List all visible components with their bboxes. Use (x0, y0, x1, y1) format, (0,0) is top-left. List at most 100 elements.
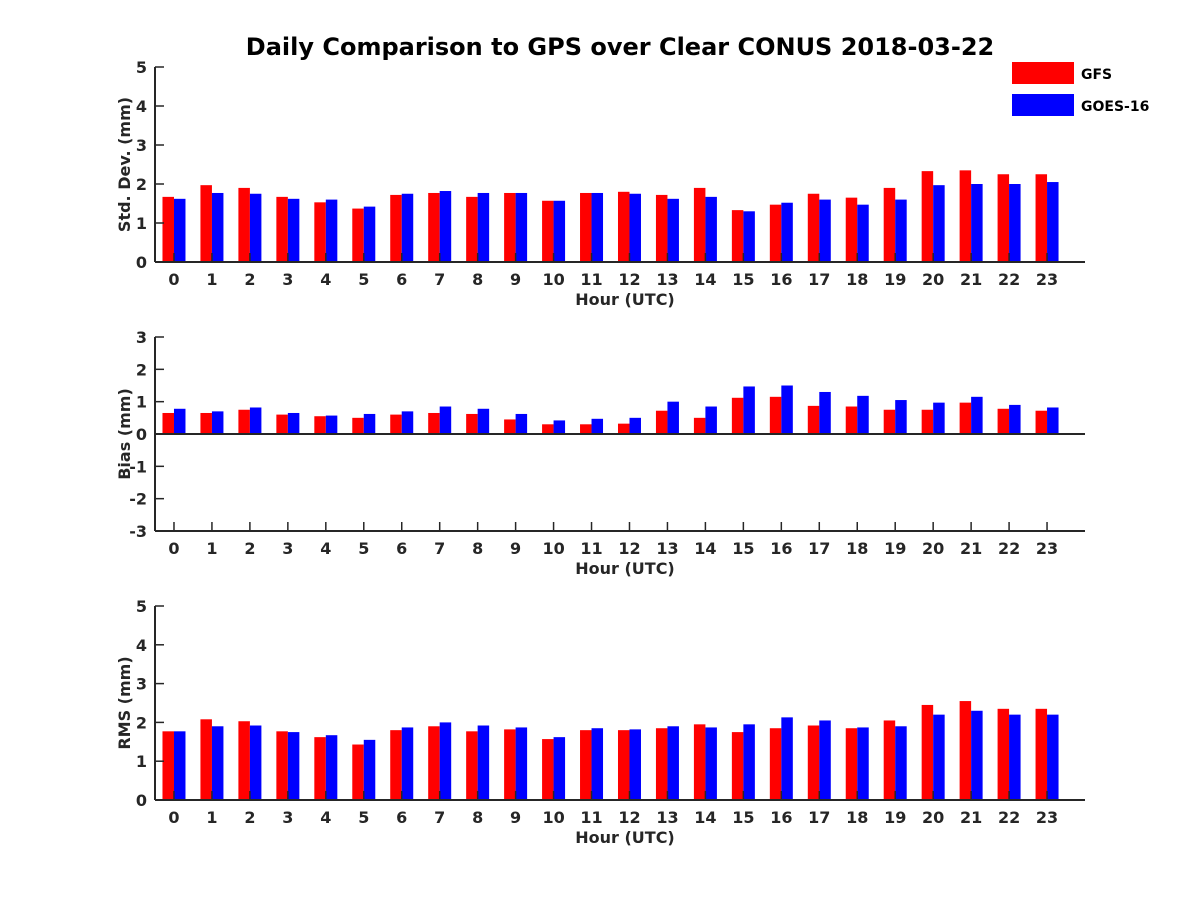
x-tick-label: 15 (732, 808, 754, 827)
bar-goes-16-hour-7 (439, 191, 452, 262)
x-tick-label: 16 (770, 539, 792, 558)
x-tick-label: 3 (282, 808, 293, 827)
bar-gfs-hour-22 (997, 174, 1010, 262)
x-tick-label: 4 (320, 808, 331, 827)
bar-goes-16-hour-9 (515, 413, 528, 434)
bar-goes-16-hour-2 (249, 725, 262, 800)
bar-goes-16-hour-3 (287, 412, 300, 434)
x-tick-label: 23 (1036, 808, 1058, 827)
bar-goes-16-hour-18 (857, 727, 869, 800)
chart-title: Daily Comparison to GPS over Clear CONUS… (246, 33, 994, 61)
bar-goes-16-hour-17 (819, 391, 831, 434)
bar-goes-16-hour-6 (401, 727, 414, 800)
bar-gfs-hour-4 (314, 416, 326, 434)
bar-gfs-hour-0 (162, 412, 174, 434)
y-tick-label: 1 (136, 393, 147, 412)
x-tick-label: 1 (206, 808, 217, 827)
x-tick-label: 23 (1036, 539, 1058, 558)
x-tick-label: 13 (656, 808, 678, 827)
y-tick-label: 3 (136, 328, 147, 347)
bar-goes-16-hour-1 (211, 726, 224, 800)
bar-gfs-hour-20 (921, 409, 934, 434)
x-tick-label: 2 (244, 270, 255, 289)
bar-goes-16-hour-16 (781, 202, 793, 262)
x-tick-label: 5 (358, 808, 369, 827)
bar-goes-16-hour-10 (553, 420, 566, 434)
bar-gfs-hour-14 (693, 417, 706, 434)
x-tick-label: 13 (656, 539, 678, 558)
y-tick-label: 1 (136, 214, 147, 233)
bar-goes-16-hour-14 (705, 196, 717, 262)
x-tick-label: 8 (472, 539, 483, 558)
x-tick-label: 11 (580, 270, 602, 289)
bar-goes-16-hour-21 (971, 396, 983, 434)
y-axis-label: Bias (mm) (115, 388, 134, 480)
y-tick-label: 2 (136, 175, 147, 194)
x-tick-label: 0 (168, 270, 179, 289)
x-tick-label: 4 (320, 270, 331, 289)
y-tick-label: 5 (136, 597, 147, 616)
bar-goes-16-hour-9 (515, 727, 528, 800)
bar-gfs-hour-0 (162, 731, 174, 800)
bar-goes-16-hour-23 (1047, 714, 1059, 800)
bar-goes-16-hour-21 (971, 184, 983, 262)
bar-goes-16-hour-0 (173, 198, 186, 262)
x-tick-label: 6 (396, 270, 407, 289)
bar-gfs-hour-19 (883, 409, 896, 434)
x-tick-label: 21 (960, 270, 982, 289)
bar-gfs-hour-21 (959, 402, 972, 434)
x-tick-label: 3 (282, 539, 293, 558)
x-tick-label: 10 (542, 539, 564, 558)
x-tick-label: 5 (358, 270, 369, 289)
bar-goes-16-hour-22 (1009, 184, 1021, 262)
x-tick-label: 21 (960, 539, 982, 558)
bar-goes-16-hour-8 (477, 725, 490, 800)
y-tick-label: 0 (136, 253, 147, 272)
bar-goes-16-hour-5 (363, 413, 376, 434)
bar-gfs-hour-9 (504, 419, 516, 434)
x-tick-label: 5 (358, 539, 369, 558)
x-tick-label: 11 (580, 539, 602, 558)
bar-gfs-hour-23 (1035, 174, 1048, 262)
bar-gfs-hour-21 (959, 701, 972, 800)
bar-gfs-hour-8 (466, 196, 478, 262)
legend-swatch-gfs (1012, 62, 1074, 84)
bar-gfs-hour-7 (428, 192, 440, 262)
bar-gfs-hour-5 (352, 744, 364, 800)
bar-gfs-hour-13 (655, 728, 668, 800)
bar-goes-16-hour-11 (591, 418, 604, 434)
bar-goes-16-hour-2 (249, 193, 262, 262)
bar-gfs-hour-15 (731, 732, 744, 800)
y-tick-label: 5 (136, 58, 147, 77)
x-tick-label: 1 (206, 270, 217, 289)
bar-goes-16-hour-5 (363, 206, 376, 262)
bar-gfs-hour-11 (580, 730, 592, 800)
x-tick-label: 16 (770, 808, 792, 827)
x-tick-label: 20 (922, 539, 944, 558)
x-tick-label: 14 (694, 270, 716, 289)
bar-goes-16-hour-4 (325, 199, 338, 262)
x-tick-label: 2 (244, 808, 255, 827)
bar-goes-16-hour-15 (743, 724, 755, 800)
bar-gfs-hour-19 (883, 720, 896, 800)
bar-goes-16-hour-10 (553, 737, 566, 800)
bar-gfs-hour-17 (807, 725, 820, 800)
bar-goes-16-hour-2 (249, 407, 262, 434)
bar-goes-16-hour-14 (705, 406, 717, 434)
x-tick-label: 16 (770, 270, 792, 289)
x-tick-label: 17 (808, 808, 830, 827)
bar-gfs-hour-1 (200, 719, 212, 800)
bar-gfs-hour-2 (238, 187, 250, 262)
y-tick-label: 1 (136, 752, 147, 771)
bar-goes-16-hour-15 (743, 386, 755, 434)
bar-gfs-hour-15 (731, 210, 744, 262)
bar-gfs-hour-18 (845, 406, 858, 434)
bar-goes-16-hour-18 (857, 395, 869, 434)
bar-goes-16-hour-6 (401, 193, 414, 262)
bar-gfs-hour-8 (466, 731, 478, 800)
legend-label-gfs: GFS (1081, 67, 1112, 83)
bar-goes-16-hour-5 (363, 739, 376, 800)
x-axis-label: Hour (UTC) (575, 828, 675, 847)
legend-swatch-goes-16 (1012, 94, 1074, 116)
